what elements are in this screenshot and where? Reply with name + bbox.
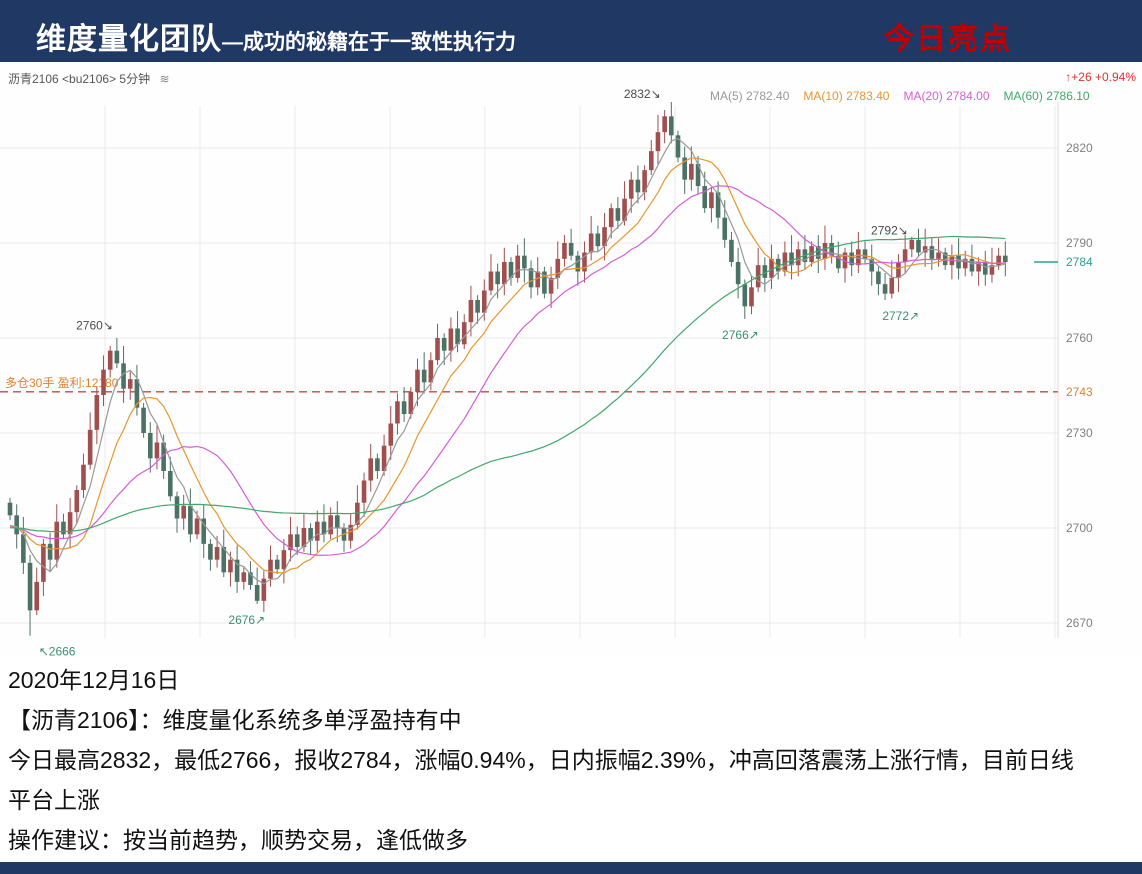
- price-annotation: 2760↘: [76, 318, 113, 332]
- wave-icon[interactable]: ≋: [159, 72, 170, 86]
- annotations-layer: 2832↘ 2760↘ 2792↘ ↖2666 2676↗ 2766↗ 2772↗: [39, 87, 919, 658]
- price-annotation: 2772↗: [882, 309, 919, 323]
- svg-text:2760: 2760: [1066, 331, 1093, 345]
- ma10-line: [9, 157, 1006, 574]
- brand-slogan: —成功的秘籍在于一致性执行力: [222, 31, 516, 54]
- ma60-line: [9, 235, 1006, 533]
- bottom-strip: [0, 862, 1142, 874]
- svg-text:2730: 2730: [1066, 426, 1093, 440]
- svg-text:2790: 2790: [1066, 236, 1093, 250]
- price-annotation: 2766↗: [722, 328, 759, 342]
- ma20-legend: MA(20) 2784.00: [903, 89, 990, 103]
- chart-panel: 沥青2106 <bu2106> 5分钟 ≋ ↑+26 +0.94% MA(5) …: [0, 62, 1142, 658]
- summary-stats-cont: 平台上涨: [8, 787, 100, 813]
- ma20-line: [9, 185, 1006, 556]
- symbol-label: 沥青2106 <bu2106> 5分钟: [8, 72, 151, 86]
- svg-text:2670: 2670: [1066, 616, 1093, 630]
- svg-text:2820: 2820: [1066, 141, 1093, 155]
- symbol-header: 沥青2106 <bu2106> 5分钟 ≋: [8, 70, 170, 87]
- position-line-label: 多仓30手 盈利:12180: [5, 376, 119, 390]
- ma60-legend: MA(60) 2786.10: [1003, 89, 1090, 103]
- ma5-line: [9, 137, 1006, 585]
- svg-text:2743: 2743: [1066, 385, 1093, 399]
- today-highlight-label: 今日亮点: [884, 23, 1012, 56]
- ma10-legend: MA(10) 2783.40: [803, 89, 890, 103]
- summary-date: 2020年12月16日: [8, 667, 180, 693]
- summary-position: 【沥青2106】：维度量化系统多单浮盈持有中: [8, 707, 462, 733]
- svg-text:2700: 2700: [1066, 521, 1093, 535]
- candles-layer: [7, 102, 1008, 636]
- price-change-label: ↑+26 +0.94%: [1065, 70, 1136, 84]
- price-axis: 2820 2790 2760 2730 2700 2670 2784 2743: [1066, 141, 1093, 630]
- price-annotation: ↖2666: [39, 645, 76, 658]
- ma-legend: MA(5) 2782.40 MA(10) 2783.40 MA(20) 2784…: [710, 89, 1090, 103]
- price-annotation: 2832↘: [624, 87, 661, 101]
- ma5-legend: MA(5) 2782.40: [710, 89, 790, 103]
- summary-advice: 操作建议：按当前趋势，顺势交易，逢低做多: [8, 827, 468, 853]
- grid-layer: [0, 102, 1059, 638]
- svg-text:2784: 2784: [1066, 255, 1093, 269]
- price-annotation: 2676↗: [228, 613, 265, 627]
- price-annotation: 2792↘: [871, 223, 908, 237]
- candlestick-chart[interactable]: 2820 2790 2760 2730 2700 2670 2784 2743 多仓30手 盈利…: [0, 62, 1142, 658]
- daily-summary: 2020年12月16日 【沥青2106】：维度量化系统多单浮盈持有中 今日最高2…: [0, 658, 1142, 862]
- summary-stats: 今日最高2832，最低2766，报收2784，涨幅0.94%，日内振幅2.39%…: [8, 747, 1074, 773]
- brand-title: 维度量化团队: [36, 23, 222, 56]
- top-banner: 维度量化团队 —成功的秘籍在于一致性执行力 今日亮点: [0, 0, 1142, 62]
